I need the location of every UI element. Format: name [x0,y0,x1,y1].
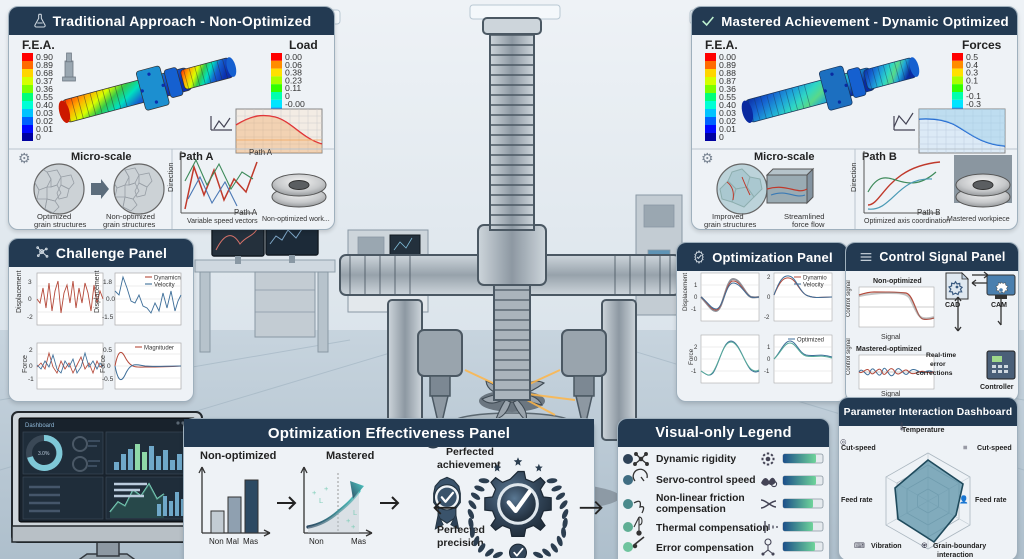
svg-text:Mastered workpiece: Mastered workpiece [947,216,1010,223]
svg-text:Non-optimized work...: Non-optimized work... [262,216,330,223]
svg-text:interaction: interaction [937,551,973,559]
svg-text:Control signal: Control signal [846,338,852,375]
svg-text:Thermal compensation: Thermal compensation [656,523,769,534]
svg-text:-1: -1 [691,307,697,313]
svg-text:Non-optimized: Non-optimized [873,278,922,285]
svg-text:Magnituder: Magnituder [144,346,174,352]
svg-text:+: + [324,484,329,493]
svg-text:0: 0 [694,295,698,301]
svg-text:Dashboard: Dashboard [25,423,54,429]
svg-text:♼: ♼ [921,541,928,550]
svg-text:Optimized: Optimized [797,337,824,343]
svg-text:Feed rate: Feed rate [975,496,1007,504]
svg-text:👤: 👤 [959,495,968,504]
svg-text:-1: -1 [764,369,770,375]
svg-text:≡: ≡ [963,443,968,452]
svg-text:Dynamio: Dynamio [803,275,827,281]
svg-text:-1.5: -1.5 [102,314,114,321]
svg-text:Velocity: Velocity [803,282,824,288]
svg-text:0: 0 [28,296,32,303]
svg-text:Feed rate: Feed rate [841,496,873,504]
svg-text:error: error [930,361,946,368]
svg-text:Mastered-optimized: Mastered-optimized [856,346,922,353]
svg-text:Control signal: Control signal [846,280,852,317]
svg-text:0.5: 0.5 [103,347,112,354]
svg-text:Dynamicn: Dynamicn [154,276,181,282]
svg-text:corrections: corrections [916,370,953,377]
svg-text:Temperature: Temperature [902,426,944,434]
svg-text:CAM: CAM [991,302,1007,309]
svg-text:Non: Non [209,537,224,546]
svg-text:◎: ◎ [840,437,847,446]
svg-text:0: 0 [767,295,771,301]
svg-text:2: 2 [29,347,33,354]
svg-text:Dynamic rigidity: Dynamic rigidity [656,454,736,465]
svg-text:0: 0 [29,363,33,370]
svg-text:⌨: ⌨ [854,541,866,550]
svg-text:Non: Non [309,537,324,546]
svg-text:Non-linear friction: Non-linear friction [656,493,745,504]
svg-text:Grain-boundary: Grain-boundary [933,542,986,550]
svg-text:L: L [319,496,323,505]
svg-text:+: + [351,522,356,531]
svg-text:0: 0 [694,357,698,363]
svg-text:Mas: Mas [243,537,258,546]
svg-text:Cut-speed: Cut-speed [977,444,1012,452]
svg-text:-1: -1 [28,376,34,383]
svg-text:Error compensation: Error compensation [656,543,754,554]
svg-text:Velocity: Velocity [154,283,175,289]
svg-text:2: 2 [767,275,771,281]
svg-text:Force: Force [22,355,29,373]
svg-text:Displacement: Displacement [16,271,23,313]
svg-text:-0.5: -0.5 [102,376,114,383]
svg-text:Real-time: Real-time [926,352,956,359]
svg-text:1: 1 [694,283,698,289]
svg-text:+: + [312,488,317,497]
svg-text:-2: -2 [764,315,770,321]
svg-text:0: 0 [767,357,771,363]
svg-text:3: 3 [28,279,32,286]
svg-text:Mastered: Mastered [326,450,374,462]
svg-text:0.0: 0.0 [106,296,115,303]
svg-text:Non-optimized: Non-optimized [200,450,276,462]
svg-text:3.0%: 3.0% [38,451,50,457]
svg-text:🌡: 🌡 [897,422,907,431]
svg-text:-1: -1 [691,369,697,375]
svg-text:Displacement: Displacement [682,273,689,311]
svg-text:compensation: compensation [656,504,726,515]
svg-text:Vibration: Vibration [871,542,902,550]
svg-text:0: 0 [107,363,111,370]
svg-text:Mal: Mal [226,537,239,546]
svg-text:Controller: Controller [980,384,1014,391]
svg-text:1.8: 1.8 [103,279,112,286]
svg-text:Mas: Mas [351,537,366,546]
svg-text:Force: Force [100,355,107,373]
svg-text:-2: -2 [27,314,33,321]
svg-text:Servo-control speed: Servo-control speed [656,475,756,486]
svg-text:L: L [353,508,357,517]
svg-text:2: 2 [694,345,698,351]
svg-text:1: 1 [767,345,771,351]
svg-text:Displacement: Displacement [94,271,101,313]
svg-text:Signal: Signal [881,334,901,341]
